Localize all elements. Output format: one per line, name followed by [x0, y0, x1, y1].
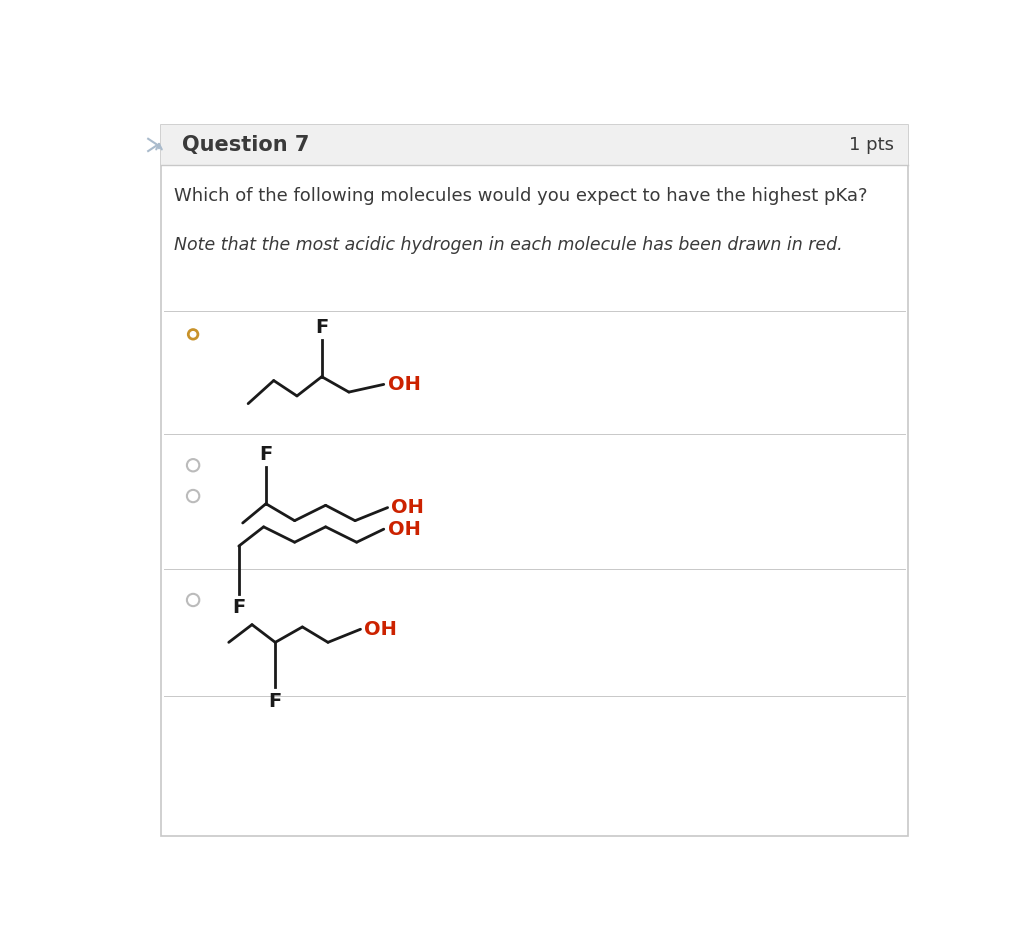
Text: OH: OH — [365, 620, 397, 639]
Circle shape — [187, 328, 200, 340]
Text: Note that the most acidic hydrogen in each molecule has been drawn in red.: Note that the most acidic hydrogen in ea… — [174, 236, 843, 254]
Text: 1 pts: 1 pts — [850, 136, 895, 154]
Text: F: F — [259, 445, 272, 464]
Text: Question 7: Question 7 — [182, 135, 309, 155]
Text: Which of the following molecules would you expect to have the highest pKa?: Which of the following molecules would y… — [174, 186, 868, 204]
Circle shape — [187, 490, 200, 502]
Text: OH: OH — [388, 519, 421, 538]
Text: OH: OH — [388, 375, 421, 394]
Text: F: F — [268, 692, 282, 711]
Text: F: F — [315, 318, 329, 337]
Bar — [161, 125, 908, 165]
Circle shape — [187, 593, 200, 606]
Circle shape — [190, 332, 196, 337]
FancyBboxPatch shape — [161, 125, 908, 836]
Text: OH: OH — [391, 498, 424, 517]
Text: F: F — [232, 598, 246, 617]
Circle shape — [187, 459, 200, 472]
